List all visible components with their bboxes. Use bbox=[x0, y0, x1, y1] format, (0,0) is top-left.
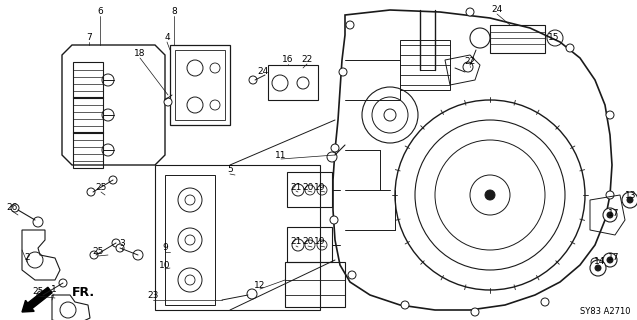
Text: 10: 10 bbox=[159, 260, 171, 269]
Text: 25: 25 bbox=[96, 183, 106, 193]
Text: 2: 2 bbox=[24, 253, 30, 262]
Circle shape bbox=[541, 298, 549, 306]
Circle shape bbox=[11, 204, 19, 212]
Text: 24: 24 bbox=[491, 5, 503, 14]
Bar bbox=[285, 262, 345, 307]
Text: 13: 13 bbox=[626, 190, 637, 199]
Text: 21: 21 bbox=[290, 182, 302, 191]
Bar bbox=[175, 50, 225, 120]
Text: 22: 22 bbox=[464, 58, 476, 67]
Text: 4: 4 bbox=[164, 34, 170, 43]
Circle shape bbox=[249, 76, 257, 84]
Text: 25: 25 bbox=[92, 247, 104, 257]
Circle shape bbox=[327, 152, 337, 162]
Text: 15: 15 bbox=[548, 34, 560, 43]
Circle shape bbox=[607, 257, 613, 263]
Circle shape bbox=[603, 253, 617, 267]
Text: 24: 24 bbox=[257, 68, 269, 76]
Circle shape bbox=[348, 271, 356, 279]
Bar bbox=[287, 172, 332, 207]
Text: 21: 21 bbox=[290, 237, 302, 246]
Bar bbox=[268, 65, 318, 100]
Circle shape bbox=[401, 301, 409, 309]
Circle shape bbox=[330, 216, 338, 224]
Circle shape bbox=[292, 239, 304, 251]
Text: SY83 A2710: SY83 A2710 bbox=[580, 308, 631, 316]
Circle shape bbox=[331, 144, 339, 152]
Text: 26: 26 bbox=[6, 203, 18, 212]
Text: 1: 1 bbox=[51, 285, 57, 294]
Circle shape bbox=[566, 44, 574, 52]
Circle shape bbox=[471, 308, 479, 316]
Bar bbox=[73, 62, 103, 98]
Text: 20: 20 bbox=[303, 182, 313, 191]
Text: 22: 22 bbox=[301, 55, 313, 65]
FancyArrow shape bbox=[22, 287, 52, 312]
Text: 5: 5 bbox=[227, 165, 233, 174]
Text: 25: 25 bbox=[32, 287, 44, 297]
Circle shape bbox=[292, 184, 304, 196]
Bar bbox=[490, 25, 545, 53]
Circle shape bbox=[466, 8, 474, 16]
Circle shape bbox=[595, 265, 601, 271]
Text: 16: 16 bbox=[282, 55, 294, 65]
Circle shape bbox=[109, 176, 117, 184]
Circle shape bbox=[606, 111, 614, 119]
Circle shape bbox=[247, 289, 257, 299]
Circle shape bbox=[485, 190, 495, 200]
Circle shape bbox=[112, 239, 120, 247]
Bar bbox=[170, 45, 230, 125]
Text: 23: 23 bbox=[147, 292, 159, 300]
Circle shape bbox=[339, 68, 347, 76]
Circle shape bbox=[591, 258, 599, 266]
Text: FR.: FR. bbox=[72, 286, 95, 300]
Text: 14: 14 bbox=[594, 258, 606, 267]
Circle shape bbox=[59, 279, 67, 287]
Text: 19: 19 bbox=[314, 182, 326, 191]
Circle shape bbox=[346, 21, 354, 29]
Bar bbox=[73, 132, 103, 168]
Circle shape bbox=[607, 212, 613, 218]
Text: 8: 8 bbox=[171, 7, 177, 17]
Text: 3: 3 bbox=[119, 238, 125, 247]
Text: 17: 17 bbox=[608, 209, 620, 218]
Text: 12: 12 bbox=[254, 281, 266, 290]
Circle shape bbox=[627, 197, 633, 203]
Circle shape bbox=[606, 191, 614, 199]
Circle shape bbox=[116, 244, 124, 252]
Text: 9: 9 bbox=[162, 244, 168, 252]
Bar bbox=[73, 97, 103, 133]
Text: 18: 18 bbox=[134, 50, 146, 59]
Text: 20: 20 bbox=[303, 237, 313, 246]
Circle shape bbox=[164, 98, 172, 106]
Text: 11: 11 bbox=[275, 150, 287, 159]
Circle shape bbox=[603, 208, 617, 222]
Circle shape bbox=[622, 192, 637, 208]
Bar bbox=[400, 40, 450, 90]
Text: 6: 6 bbox=[97, 7, 103, 17]
Text: 7: 7 bbox=[86, 34, 92, 43]
Text: 19: 19 bbox=[314, 237, 326, 246]
Text: 17: 17 bbox=[608, 253, 620, 262]
Circle shape bbox=[590, 260, 606, 276]
Bar bbox=[287, 227, 332, 262]
